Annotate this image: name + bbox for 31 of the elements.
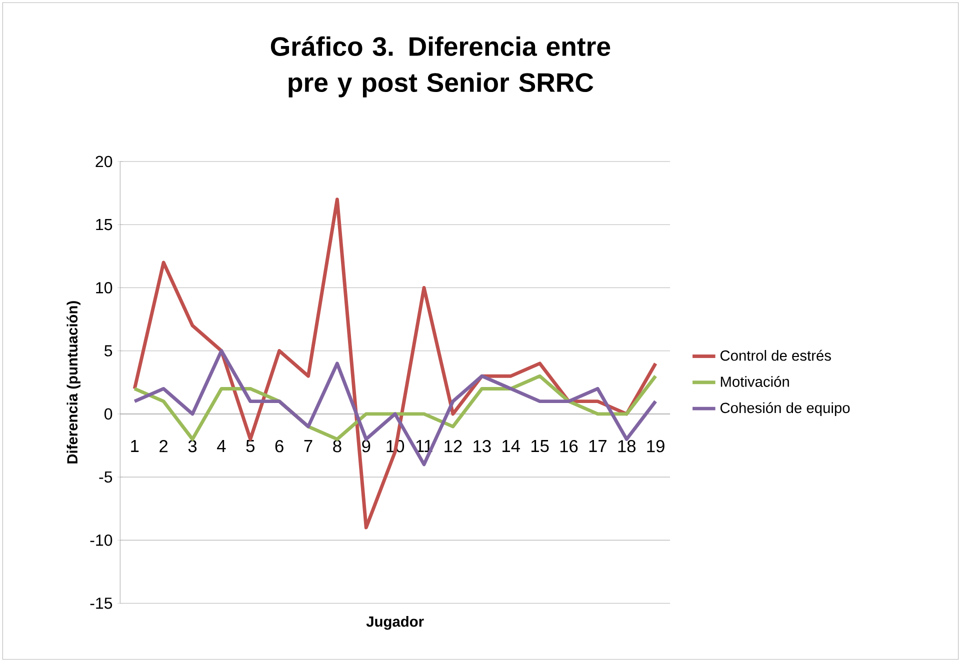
y-tick-label: 10 <box>96 282 112 294</box>
chart-title: Gráfico 3. Diferencia entre pre y post Senior SRRC <box>270 36 610 98</box>
y-tick-label: -5 <box>99 471 112 483</box>
x-tick-label: 1 <box>131 440 139 452</box>
x-tick-label: 5 <box>246 440 254 452</box>
x-tick-label: 13 <box>474 440 491 452</box>
x-tick-label: 19 <box>647 440 664 452</box>
x-tick-label: 14 <box>502 440 520 452</box>
y-tick-label: 20 <box>96 156 112 168</box>
x-tick-label: 18 <box>618 440 636 452</box>
y-tick-label: 0 <box>104 408 112 420</box>
x-axis-title: Jugador <box>366 616 424 630</box>
x-tick-label: 12 <box>444 440 462 452</box>
y-tick-label: 15 <box>96 219 112 230</box>
x-tick-label: 17 <box>589 440 606 452</box>
x-tick-label: 8 <box>333 440 342 452</box>
legend-label: Motivación <box>720 376 789 387</box>
x-tick-label: 7 <box>304 440 312 452</box>
y-tick-label: 5 <box>104 345 112 356</box>
x-tick-label: 9 <box>362 440 370 452</box>
y-axis-title: Diferencia (puntuación) <box>66 301 80 464</box>
x-tick-label: 6 <box>275 440 284 452</box>
legend-label: Control de estrés <box>720 350 831 361</box>
x-tick-label: 15 <box>531 440 549 452</box>
x-tick-label: 4 <box>217 440 226 452</box>
x-tick-label: 2 <box>160 440 168 452</box>
y-tick-label: -10 <box>90 534 112 546</box>
x-tick-label: 16 <box>560 440 578 452</box>
y-tick-label: -15 <box>90 598 112 609</box>
legend-label: Cohesión de equipo <box>720 402 850 416</box>
x-tick-label: 3 <box>188 440 197 452</box>
